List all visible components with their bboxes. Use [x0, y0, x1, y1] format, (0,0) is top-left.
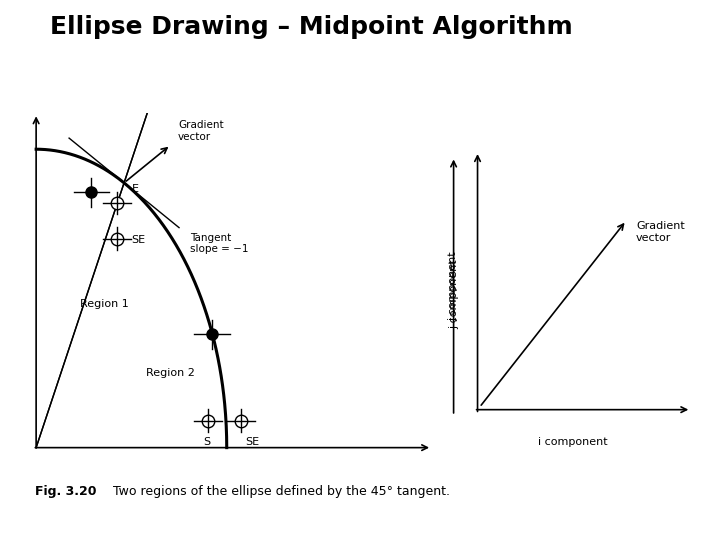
Text: j component: j component	[449, 252, 459, 321]
Text: Gradient
vector: Gradient vector	[178, 120, 224, 142]
Text: Two regions of the ellipse defined by the 45° tangent.: Two regions of the ellipse defined by th…	[105, 485, 450, 498]
Text: Region 2: Region 2	[146, 368, 195, 378]
Text: i component: i component	[538, 437, 608, 447]
Text: SE: SE	[245, 437, 259, 447]
Text: j component: j component	[450, 259, 459, 329]
Text: Tangent
slope = −1: Tangent slope = −1	[190, 233, 248, 254]
Text: Gradient
vector: Gradient vector	[636, 221, 685, 243]
Text: Ellipse Drawing – Midpoint Algorithm: Ellipse Drawing – Midpoint Algorithm	[50, 16, 573, 39]
Text: Fig. 3.20: Fig. 3.20	[35, 485, 97, 498]
Text: E: E	[132, 184, 138, 194]
Text: S: S	[203, 437, 210, 447]
Text: Region 1: Region 1	[80, 299, 129, 309]
Text: SE: SE	[132, 235, 145, 245]
